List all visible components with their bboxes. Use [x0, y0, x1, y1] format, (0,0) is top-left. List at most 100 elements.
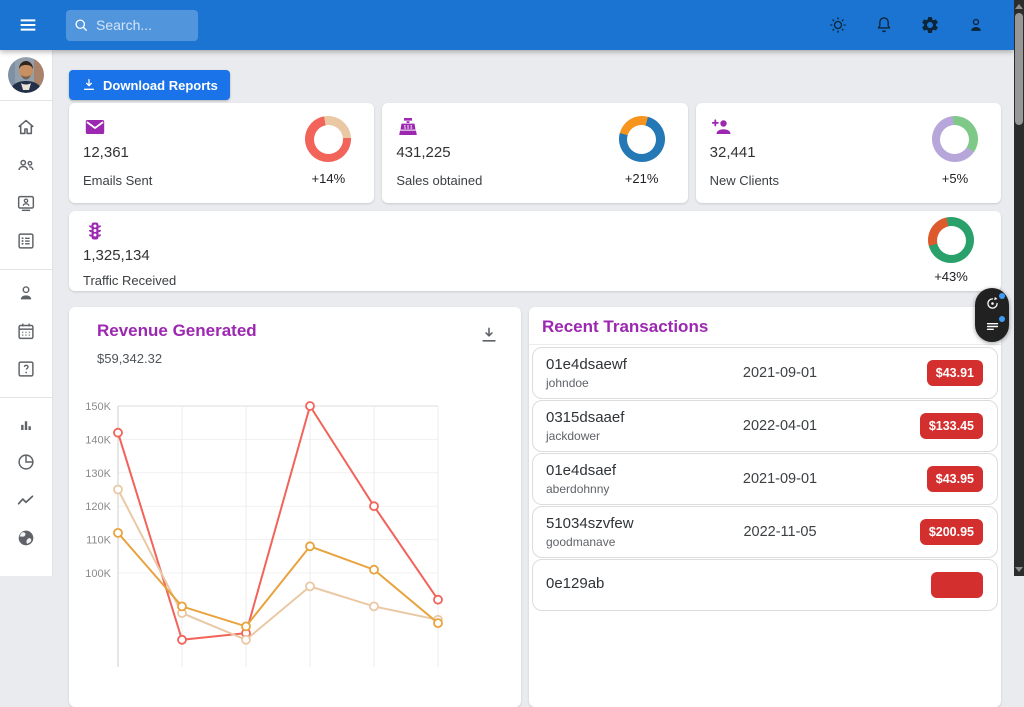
gear-icon[interactable] — [920, 15, 940, 35]
transaction-user: aberdohnny — [546, 482, 610, 496]
hamburger-menu-icon[interactable] — [17, 14, 39, 36]
sidebar-item-person[interactable] — [0, 274, 52, 312]
sidebar-item-globe[interactable] — [0, 519, 52, 557]
status-dot — [998, 316, 1005, 323]
stat-donut-wrap: +5% — [929, 116, 981, 186]
person-add-icon — [710, 115, 734, 139]
revenue-amount: $59,342.32 — [97, 351, 163, 366]
stat-cards-row: 12,361 Emails Sent +14% 431,225 Sales obtain… — [69, 103, 1001, 203]
download-icon — [84, 79, 94, 90]
transaction-id: 0315dsaaef — [546, 409, 625, 426]
transaction-info: 51034szvfew goodmanave — [546, 515, 634, 549]
stat-value: 12,361 — [83, 144, 129, 161]
navbar-actions — [828, 15, 986, 35]
stat-label: New Clients — [709, 173, 780, 188]
sidebar-item-contact-card[interactable] — [0, 184, 52, 222]
stat-donut-wrap: +14% — [302, 116, 354, 186]
donut-chart — [928, 217, 974, 263]
avatar[interactable] — [8, 57, 44, 93]
download-reports-button[interactable]: Download Reports — [69, 70, 230, 100]
transaction-row[interactable]: 01e4dsaef aberdohnny 2021-09-01 $43.95 — [532, 453, 998, 505]
person-icon[interactable] — [966, 15, 986, 35]
sidebar-item-line-chart[interactable] — [0, 481, 52, 519]
transactions-panel: Recent Transactions 01e4dsaewf johndoe 202… — [529, 307, 1001, 707]
transaction-amount-badge: $200.95 — [919, 519, 983, 545]
calendar-icon — [18, 323, 34, 340]
line-chart-icon — [17, 495, 34, 505]
revenue-chart: 150K 140K 130K 120K 110K 100K — [85, 401, 443, 667]
transaction-user: johndoe — [546, 376, 589, 390]
sidebar-item-pie-chart[interactable] — [0, 443, 52, 481]
scrollbar-thumb[interactable] — [1015, 13, 1023, 125]
cash-register-icon — [396, 115, 420, 139]
sidebar-item-home[interactable] — [0, 108, 52, 146]
scroll-up-arrow[interactable] — [1015, 4, 1023, 9]
transaction-info: 0315dsaaef jackdower — [546, 409, 624, 443]
stat-card-emails-sent: 12,361 Emails Sent +14% — [69, 103, 375, 203]
brightness-icon[interactable] — [828, 15, 848, 35]
svg-text:130K: 130K — [85, 468, 111, 480]
download-reports-label: Download Reports — [103, 77, 218, 93]
svg-text:110K: 110K — [86, 535, 112, 547]
transaction-date: 2022-04-01 — [742, 418, 818, 434]
transaction-user: jackdower — [546, 429, 601, 443]
transaction-date: 2021-09-01 — [742, 365, 818, 381]
donut-chart — [305, 116, 352, 162]
scroll-down-arrow[interactable] — [1015, 567, 1023, 572]
sidebar-item-calendar[interactable] — [0, 312, 52, 350]
stat-card-traffic-received: 1,325,134 Traffic Received +43% — [69, 211, 1001, 291]
transaction-row[interactable]: 51034szvfew goodmanave 2022-11-05 $200.95 — [532, 506, 998, 558]
transaction-row[interactable]: 0e129ab — [532, 559, 998, 611]
sidebar-section — [0, 398, 52, 566]
revenue-title: Revenue Generated — [97, 321, 257, 340]
sidebar-item-bar-chart[interactable] — [0, 405, 52, 443]
transaction-id: 01e4dsaewf — [546, 356, 627, 373]
sidebar-divider — [0, 397, 52, 398]
floating-extension-widget[interactable] — [975, 288, 1009, 342]
globe-icon — [18, 530, 34, 546]
transaction-info: 0e129ab — [546, 575, 604, 595]
search-input[interactable] — [96, 17, 188, 33]
stat-card-new-clients: 32,441 New Clients +5% — [695, 103, 1001, 203]
sidebar-section — [0, 270, 52, 397]
transaction-info: 01e4dsaewf johndoe — [546, 356, 627, 390]
transaction-info: 01e4dsaef aberdohnny — [546, 462, 616, 496]
search-icon — [72, 16, 90, 34]
transaction-row[interactable]: 0315dsaaef jackdower 2022-04-01 $133.45 — [532, 400, 998, 452]
top-navbar — [0, 0, 1014, 50]
transaction-user: goodmanave — [546, 535, 616, 549]
bell-icon[interactable] — [874, 15, 894, 35]
transaction-id: 51034szvfew — [546, 515, 634, 532]
sidebar-item-help[interactable] — [0, 350, 52, 388]
svg-text:100K: 100K — [85, 568, 111, 580]
transactions-title: Recent Transactions — [542, 317, 709, 336]
search-box[interactable] — [66, 9, 198, 41]
sidebar-item-people[interactable] — [0, 146, 52, 184]
scrollbar[interactable] — [1014, 0, 1024, 576]
sidebar-divider — [0, 269, 52, 270]
divider — [529, 344, 1001, 345]
list-icon — [18, 233, 34, 249]
transaction-amount-badge: $133.45 — [919, 413, 983, 439]
transaction-amount-badge: $43.95 — [926, 466, 983, 492]
sidebar-section — [0, 101, 52, 269]
timer-icon[interactable] — [984, 292, 1005, 312]
sidebar-divider — [0, 100, 52, 101]
lines-icon[interactable] — [984, 316, 1005, 335]
sidebar — [0, 50, 53, 576]
chart-download-icon[interactable] — [479, 325, 499, 345]
transaction-date: 2021-09-01 — [742, 471, 818, 487]
svg-text:140K: 140K — [85, 434, 111, 446]
traffic-light-icon — [83, 219, 107, 243]
contact-card-icon — [17, 195, 35, 212]
transaction-row[interactable]: 01e4dsaewf johndoe 2021-09-01 $43.91 — [532, 347, 998, 399]
sidebar-item-list[interactable] — [0, 222, 52, 260]
stat-value: 1,325,134 — [83, 247, 150, 264]
stat-value: 32,441 — [709, 144, 756, 161]
stat-donut-wrap: +21% — [616, 116, 668, 186]
stat-label: Sales obtained — [396, 173, 483, 188]
stat-percent: +43% — [934, 269, 968, 284]
donut-chart — [618, 116, 665, 162]
transaction-date: 2022-11-05 — [743, 524, 817, 540]
donut-chart — [931, 116, 978, 162]
